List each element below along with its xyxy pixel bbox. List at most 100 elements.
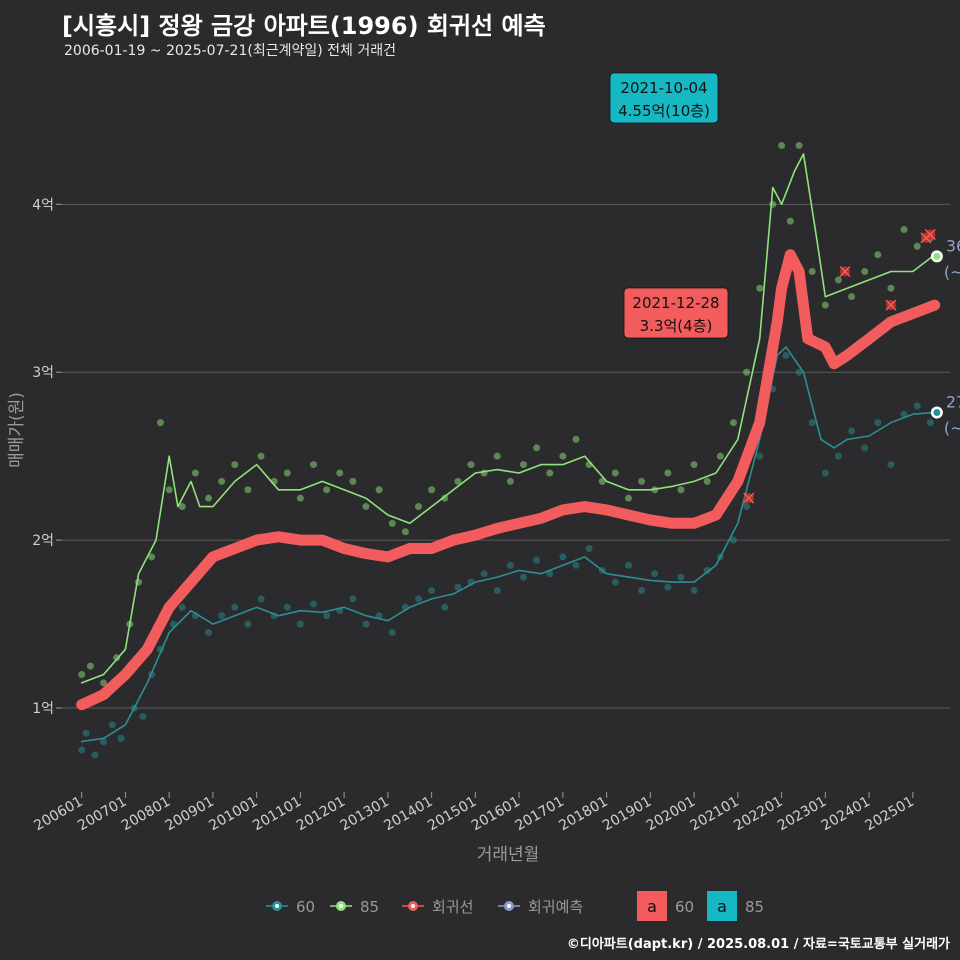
annotations: 2021-10-04 4.55억(10층) 2021-12-28 3.3억(4층) (609, 72, 729, 339)
series-lines (76, 153, 941, 743)
scatter-point-85 (533, 444, 541, 452)
scatter-point-60 (913, 402, 921, 410)
scatter-point-85 (296, 494, 304, 502)
scatter-point-60 (756, 452, 764, 460)
scatter-point-85 (786, 217, 794, 225)
scatter-point-60 (743, 503, 751, 511)
scatter-point-60 (100, 738, 108, 746)
scatter-point-60 (415, 595, 423, 603)
scatter-point-60 (638, 587, 646, 595)
scatter-point-85 (218, 477, 226, 485)
scatter-point-60 (546, 570, 554, 578)
scatter-point-85 (795, 142, 803, 150)
scatter-point-60 (108, 721, 116, 729)
x-tick-label: 201501 (425, 794, 479, 835)
scatter-point-85 (703, 477, 711, 485)
scatter-point-85 (113, 654, 121, 662)
scatter-point-85 (664, 469, 672, 477)
legend-box (637, 891, 667, 921)
scatter-point-85 (598, 477, 606, 485)
scatter-point-85 (283, 469, 291, 477)
x-tick-label: 202401 (819, 794, 873, 835)
scatter-point-85 (834, 276, 842, 284)
scatter-points (78, 142, 934, 759)
scatter-point-85 (900, 226, 908, 234)
scatter-point-60 (624, 561, 632, 569)
scatter-point-60 (729, 536, 737, 544)
x-tick-label: 200701 (75, 794, 129, 835)
scatter-point-85 (349, 477, 357, 485)
annotation-box (609, 72, 719, 124)
scatter-point-60 (283, 603, 291, 611)
x-tick-label: 202001 (644, 794, 698, 835)
cancelled-marks (743, 229, 936, 504)
scatter-point-60 (441, 603, 449, 611)
scatter-point-60 (585, 545, 593, 553)
scatter-point-60 (349, 595, 357, 603)
scatter-point-60 (703, 566, 711, 574)
scatter-point-60 (887, 461, 895, 469)
scatter-point-85 (323, 486, 331, 494)
scatter-point-85 (611, 469, 619, 477)
end-marker-inner (933, 409, 941, 417)
scatter-point-60 (808, 419, 816, 427)
scatter-point-60 (572, 561, 580, 569)
scatter-point-85 (428, 486, 436, 494)
end-label-count: 27,550 (946, 393, 960, 412)
scatter-point-60 (874, 419, 882, 427)
scatter-point-60 (178, 603, 186, 611)
y-tick-label: 1억 (32, 701, 54, 717)
legend-dot-center (411, 904, 415, 908)
x-tick-label: 202201 (731, 794, 785, 835)
scatter-point-60 (533, 556, 541, 564)
scatter-point-60 (388, 628, 396, 636)
scatter-point-60 (664, 583, 672, 591)
cancelled-mark-cross (743, 492, 755, 504)
scatter-point-85 (86, 662, 94, 670)
x-axis-label: 거래년월 (477, 845, 540, 865)
chart-title: [시흥시] 정왕 금강 아파트(1996) 회귀선 예측 (62, 12, 546, 40)
scatter-point-60 (782, 351, 790, 359)
x-tick-label: 201201 (294, 794, 348, 835)
x-tick-label: 200901 (163, 794, 217, 835)
scatter-point-85 (362, 503, 370, 511)
scatter-point-60 (900, 410, 908, 418)
scatter-point-60 (296, 620, 304, 628)
scatter-point-85 (716, 452, 724, 460)
cancelled-mark-cross (839, 265, 851, 277)
scatter-point-60 (834, 452, 842, 460)
scatter-point-60 (480, 570, 488, 578)
annotation-value: 3.3억(4층) (640, 317, 713, 335)
legend: 60 85 회귀선 회귀예측 a 60 a 85 (266, 891, 764, 921)
annotation-date: 2021-12-28 (632, 294, 719, 312)
series-line-s85 (80, 153, 936, 684)
x-tick-label: 201301 (338, 794, 392, 835)
scatter-point-85 (506, 477, 514, 485)
end-label-area: (~60㎡) (944, 419, 960, 438)
scatter-point-85 (454, 477, 462, 485)
legend-label: 회귀예측 (528, 898, 583, 916)
scatter-point-60 (82, 729, 90, 737)
scatter-point-85 (546, 469, 554, 477)
scatter-point-85 (638, 477, 646, 485)
legend-box-glyph: a (717, 897, 727, 916)
scatter-point-85 (401, 528, 409, 536)
x-tick-label: 201001 (206, 794, 260, 835)
y-tick-label: 4억 (32, 197, 54, 213)
scatter-point-85 (861, 267, 869, 275)
scatter-point-60 (690, 587, 698, 595)
scatter-point-60 (926, 419, 934, 427)
scatter-point-60 (428, 587, 436, 595)
scatter-point-85 (887, 284, 895, 292)
scatter-point-60 (257, 595, 265, 603)
scatter-point-60 (231, 603, 239, 611)
x-tick-label: 202501 (863, 794, 917, 835)
scatter-point-85 (205, 494, 213, 502)
scatter-point-85 (441, 494, 449, 502)
x-tick-label: 202101 (688, 794, 742, 835)
scatter-point-85 (624, 494, 632, 502)
x-tick-label: 200801 (119, 794, 173, 835)
scatter-point-85 (178, 503, 186, 511)
scatter-point-60 (117, 734, 125, 742)
